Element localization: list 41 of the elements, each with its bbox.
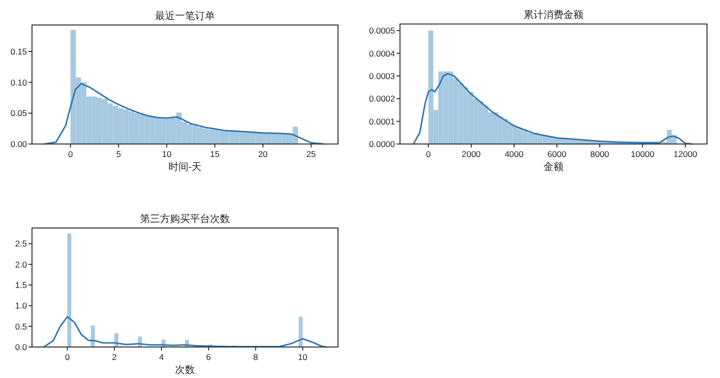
y-tick-label: 1.5 [15,280,28,290]
y-tick-label: 0.00 [10,139,28,149]
x-axis-title: 时间-天 [168,161,202,173]
y-tick-label: 0.05 [10,108,28,118]
x-tick-label: 2000 [462,149,481,159]
x-tick-label: 15 [210,149,220,159]
x-tick-label: 10000 [630,149,655,159]
y-tick-label: 0.0003 [369,70,396,81]
x-axis-title: 次数 [175,365,195,376]
y-tick-label: 0.0001 [369,116,396,126]
x-tick-label: 20 [258,149,268,159]
x-axis-title: 金额 [544,161,564,173]
x-tick-label: 8 [253,352,258,362]
y-tick-label: 0.0 [15,342,28,352]
x-tick-label: 6000 [547,149,567,159]
x-tick-label: 10 [162,149,172,159]
x-tick-label: 0 [64,352,70,362]
chart-title: 累计消费金额 [524,9,584,21]
x-tick-label: 12000 [674,149,698,159]
y-tick-label: 2.5 [15,238,28,249]
x-tick-label: 6 [206,352,212,362]
y-tick-label: 2.0 [15,259,28,270]
y-tick-label: 0.0002 [369,94,396,104]
x-tick-label: 10 [298,352,308,362]
y-tick-label: 0.10 [10,77,28,88]
x-tick-label: 0 [68,149,74,159]
x-tick-label: 5 [116,149,122,159]
chart-title: 第三方购买平台次数 [140,213,230,225]
x-tick-label: 4000 [504,149,524,159]
y-tick-label: 0.0000 [369,139,396,149]
y-tick-label: 1.0 [15,300,28,311]
x-tick-label: 2 [112,352,118,362]
x-tick-label: 25 [306,149,316,159]
y-tick-label: 0.0005 [369,26,396,36]
x-tick-label: 8000 [590,149,610,159]
x-tick-label: 4 [159,352,164,362]
y-tick-label: 0.0004 [369,48,396,58]
x-tick-label: 0 [426,149,432,159]
y-tick-label: 0.5 [15,321,28,332]
chart-title: 最近一笔订单 [155,10,215,22]
y-tick-label: 0.15 [10,46,28,57]
